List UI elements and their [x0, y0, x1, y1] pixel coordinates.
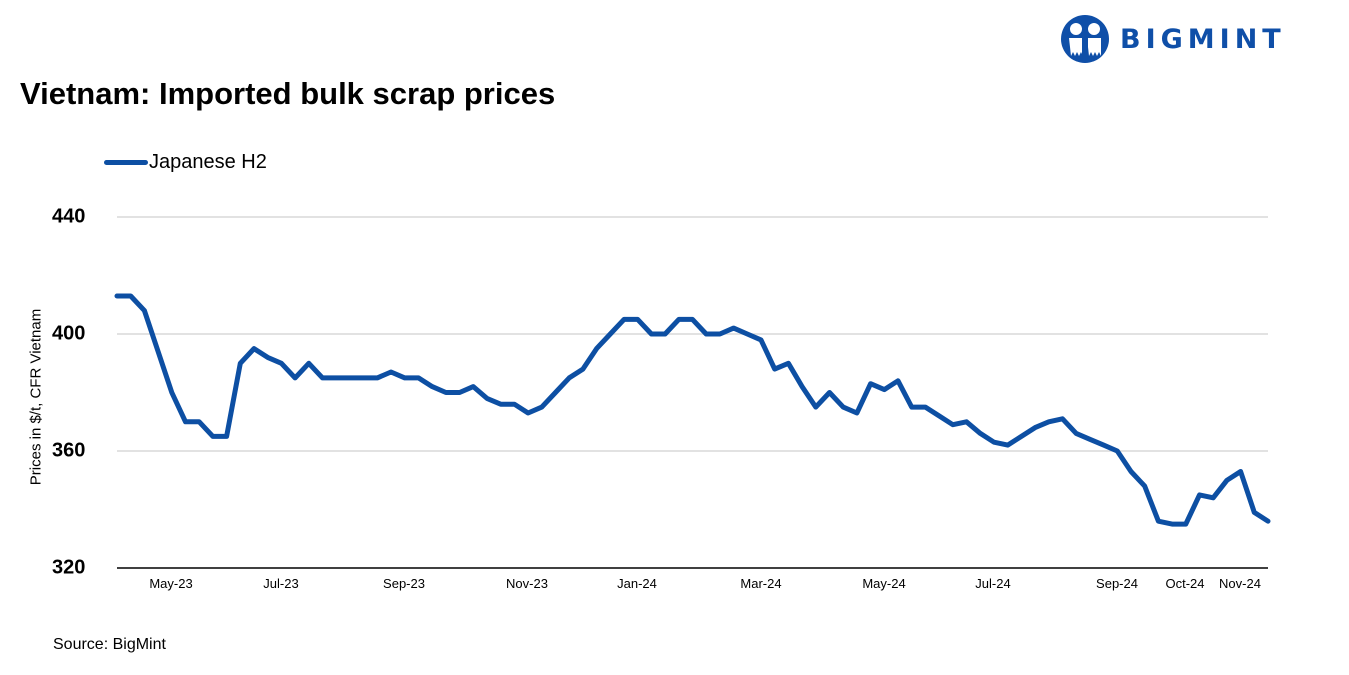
y-tick-320: 320 [52, 556, 86, 579]
legend-line-swatch [104, 160, 148, 165]
y-tick-360: 360 [52, 439, 86, 462]
bigmint-logo: BIGMINT [1060, 14, 1286, 64]
bigmint-logo-icon [1061, 15, 1109, 63]
legend-label: Japanese H2 [149, 151, 267, 173]
x-tick: Sep-23 [383, 576, 425, 591]
x-tick: Sep-24 [1096, 576, 1138, 591]
x-tick: Nov-24 [1219, 576, 1261, 591]
y-tick-440: 440 [52, 205, 86, 228]
x-tick: May-24 [862, 576, 906, 591]
x-tick: Jul-24 [975, 576, 1011, 591]
x-tick: Jul-23 [263, 576, 299, 591]
chart-title: Vietnam: Imported bulk scrap prices [20, 76, 556, 111]
gridlines [117, 216, 1268, 452]
brand-name: BIGMINT [1120, 23, 1286, 55]
y-tick-400: 400 [52, 322, 86, 345]
chart-legend: Japanese H2 [104, 151, 267, 174]
source-note: Source: BigMint [53, 636, 166, 653]
series-line-japanese-h2 [114, 293, 1271, 527]
x-tick: Nov-23 [506, 576, 548, 591]
x-tick: May-23 [149, 576, 193, 591]
x-tick: Jan-24 [617, 576, 657, 591]
x-tick: Oct-24 [1165, 576, 1205, 591]
x-tick: Mar-24 [740, 576, 782, 591]
